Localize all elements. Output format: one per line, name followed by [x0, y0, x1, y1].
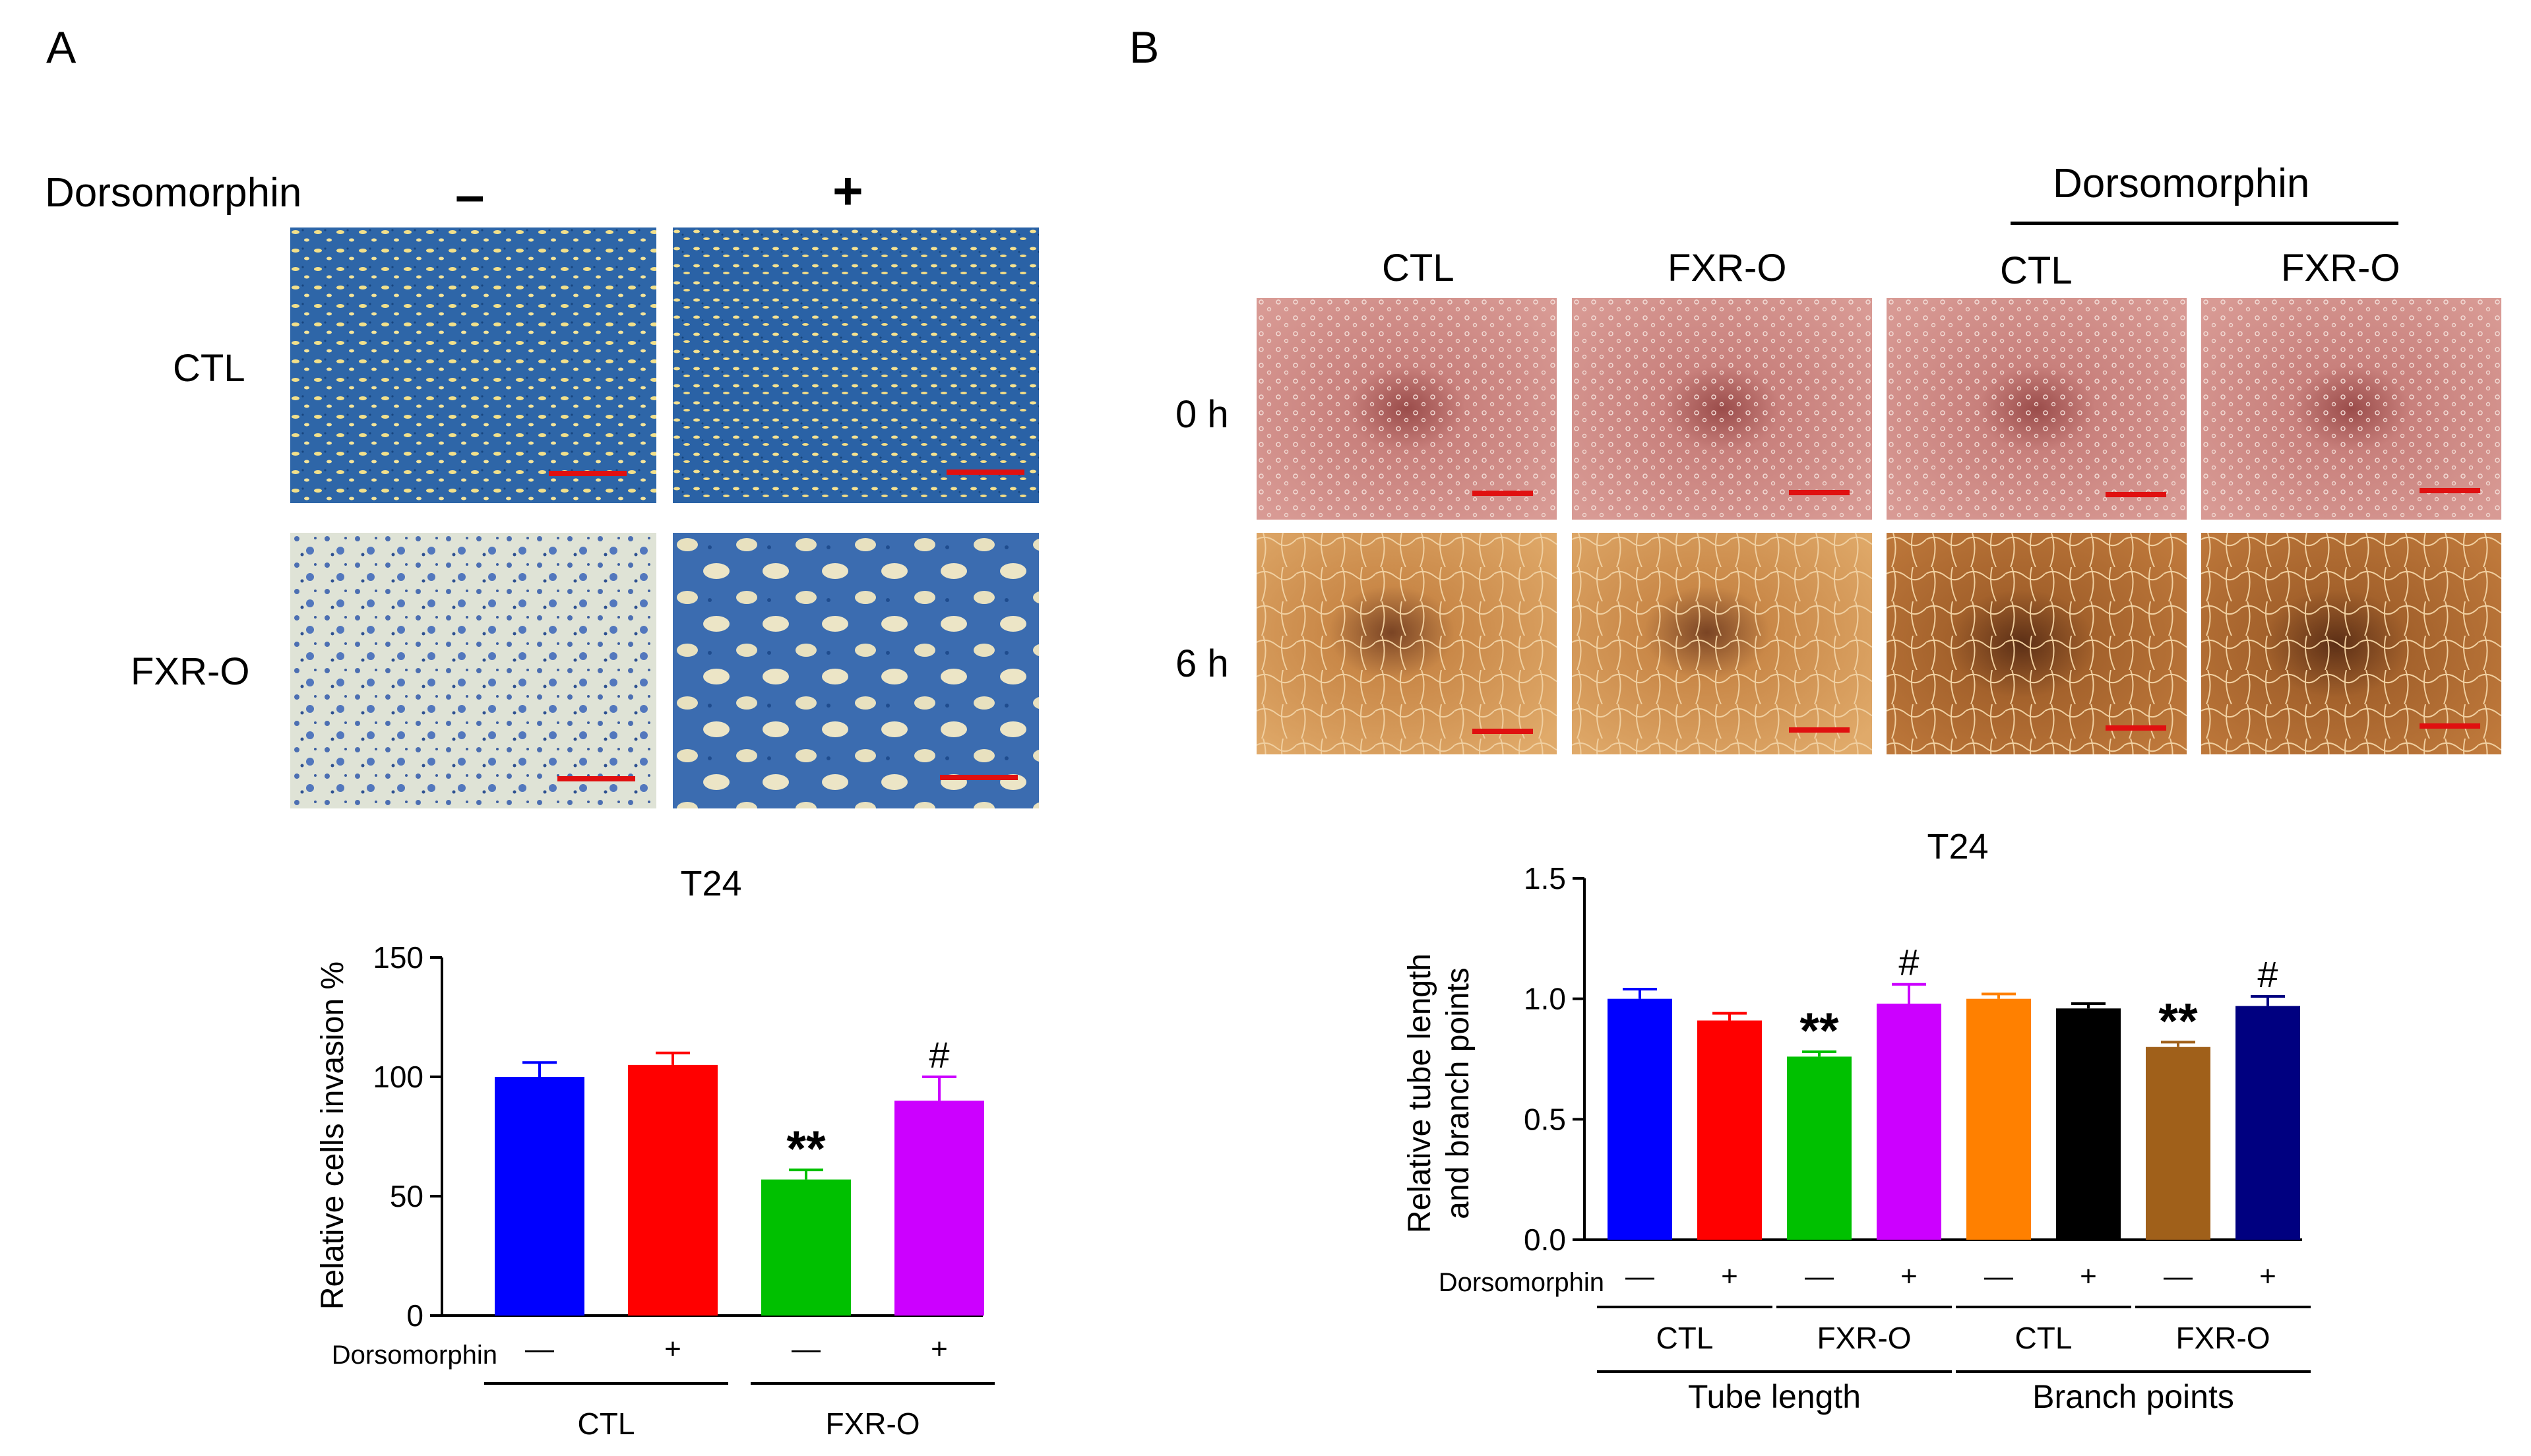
- scale-bar: [557, 776, 635, 781]
- group-label: FXR-O: [2175, 1321, 2270, 1355]
- panel-b-col-label-fxro: FXR-O: [1668, 247, 1787, 289]
- scale-bar: [2420, 723, 2480, 729]
- chart-title: T24: [1927, 827, 1988, 866]
- significance-label: #: [929, 1034, 949, 1076]
- dose-sign: —: [525, 1333, 554, 1365]
- y-tick-label: 0: [406, 1298, 423, 1333]
- y-tick-label: 1.5: [1524, 861, 1566, 895]
- panel-a-row-label-ctl: CTL: [173, 347, 245, 390]
- supergroup-label: Branch points: [2032, 1378, 2234, 1415]
- panel-b-col-label-ctl-dorso: CTL: [2000, 249, 2073, 292]
- scale-bar: [549, 471, 627, 476]
- panel-label-b: B: [1129, 22, 1160, 73]
- panel-b-col-label-ctl: CTL: [1382, 247, 1454, 289]
- dose-sign: +: [2080, 1260, 2097, 1292]
- scale-bar: [1472, 729, 1533, 734]
- bar: [761, 1179, 851, 1316]
- y-tick-label: 0.0: [1524, 1223, 1566, 1257]
- scale-bar: [2106, 492, 2166, 497]
- scale-bar: [940, 775, 1018, 780]
- panel-a-col-label-minus: –: [455, 166, 485, 224]
- bar: [2235, 1006, 2300, 1240]
- dose-sign: —: [1805, 1260, 1834, 1292]
- panel-b-treatment-label: Dorsomorphin: [2053, 161, 2310, 206]
- dose-sign: —: [1984, 1260, 2013, 1292]
- panel-a-row-label-fxro: FXR-O: [131, 650, 250, 693]
- dose-sign: —: [792, 1333, 821, 1365]
- y-axis-label: and branch points: [1441, 967, 1476, 1219]
- dose-sign: +: [931, 1333, 948, 1365]
- scale-bar: [1472, 491, 1533, 496]
- micrograph-tube-6h-ctl-dorso: [1887, 533, 2187, 754]
- y-tick-label: 100: [373, 1060, 423, 1094]
- bar: [1608, 998, 1672, 1240]
- micrograph-tube-6h-ctl: [1257, 533, 1557, 754]
- dose-row-label: Dorsomorphin: [332, 1341, 497, 1370]
- dose-sign: +: [1900, 1260, 1918, 1292]
- significance-label: **: [2158, 993, 2198, 1049]
- group-label: CTL: [578, 1407, 635, 1441]
- significance-label: #: [2257, 954, 2278, 995]
- chart-title: T24: [680, 864, 741, 903]
- micrograph-tube-0h-ctl-dorso: [1887, 298, 2187, 520]
- significance-label: **: [786, 1121, 826, 1177]
- significance-label: **: [1799, 1003, 1839, 1059]
- bar: [2146, 1046, 2210, 1240]
- dose-sign: —: [2164, 1260, 2193, 1292]
- dose-sign: +: [664, 1333, 681, 1365]
- bar: [628, 1064, 718, 1316]
- micrograph-tube-6h-fxro-dorso: [2201, 533, 2501, 754]
- micrograph-invasion-ctl-untreated: [290, 228, 656, 503]
- y-tick-label: 150: [373, 940, 423, 975]
- panel-b-row-label-0h: 0 h: [1175, 393, 1229, 436]
- scale-bar: [2106, 725, 2166, 731]
- panel-b-col-label-fxro-dorso: FXR-O: [2281, 247, 2400, 289]
- micrograph-tube-0h-fxro: [1572, 298, 1872, 520]
- scale-bar: [947, 470, 1024, 475]
- bar: [1877, 1003, 1941, 1240]
- micrograph-tube-6h-fxro: [1572, 533, 1872, 754]
- panel-b-treatment-line: [2011, 222, 2398, 225]
- panel-b-row-label-6h: 6 h: [1175, 642, 1229, 685]
- bar: [495, 1077, 584, 1316]
- y-tick-label: 50: [390, 1179, 423, 1213]
- group-label: FXR-O: [825, 1407, 920, 1441]
- y-axis-label: Relative cells invasion %: [315, 961, 350, 1310]
- bar: [1697, 1020, 1762, 1240]
- bar: [894, 1101, 984, 1316]
- dose-row-label: Dorsomorphin: [1439, 1268, 1604, 1297]
- micrograph-invasion-ctl-treated: [673, 228, 1039, 503]
- dose-sign: +: [2259, 1260, 2276, 1292]
- scale-bar: [1789, 490, 1850, 495]
- panel-a-treatment-label: Dorsomorphin: [45, 170, 302, 216]
- bar: [2056, 1008, 2121, 1240]
- scale-bar: [1789, 727, 1850, 733]
- group-label: CTL: [1656, 1321, 1714, 1355]
- y-tick-label: 0.5: [1524, 1102, 1566, 1136]
- y-tick-label: 1.0: [1524, 982, 1566, 1016]
- group-label: FXR-O: [1817, 1321, 1911, 1355]
- micrograph-invasion-fxro-treated: [673, 533, 1039, 808]
- panel-a-col-label-plus: +: [832, 162, 863, 220]
- micrograph-invasion-fxro-untreated: [290, 533, 656, 808]
- group-label: CTL: [2015, 1321, 2073, 1355]
- micrograph-tube-0h-fxro-dorso: [2201, 298, 2501, 520]
- dose-sign: —: [1625, 1260, 1654, 1292]
- supergroup-label: Tube length: [1688, 1378, 1861, 1415]
- panel-label-a: A: [46, 22, 77, 73]
- significance-label: #: [1898, 942, 1919, 983]
- bar: [1966, 998, 2031, 1240]
- y-axis-label: Relative tube length: [1402, 954, 1437, 1233]
- dose-sign: +: [1721, 1260, 1738, 1292]
- scale-bar: [2420, 488, 2480, 493]
- micrograph-tube-0h-ctl: [1257, 298, 1557, 520]
- bar: [1787, 1056, 1852, 1240]
